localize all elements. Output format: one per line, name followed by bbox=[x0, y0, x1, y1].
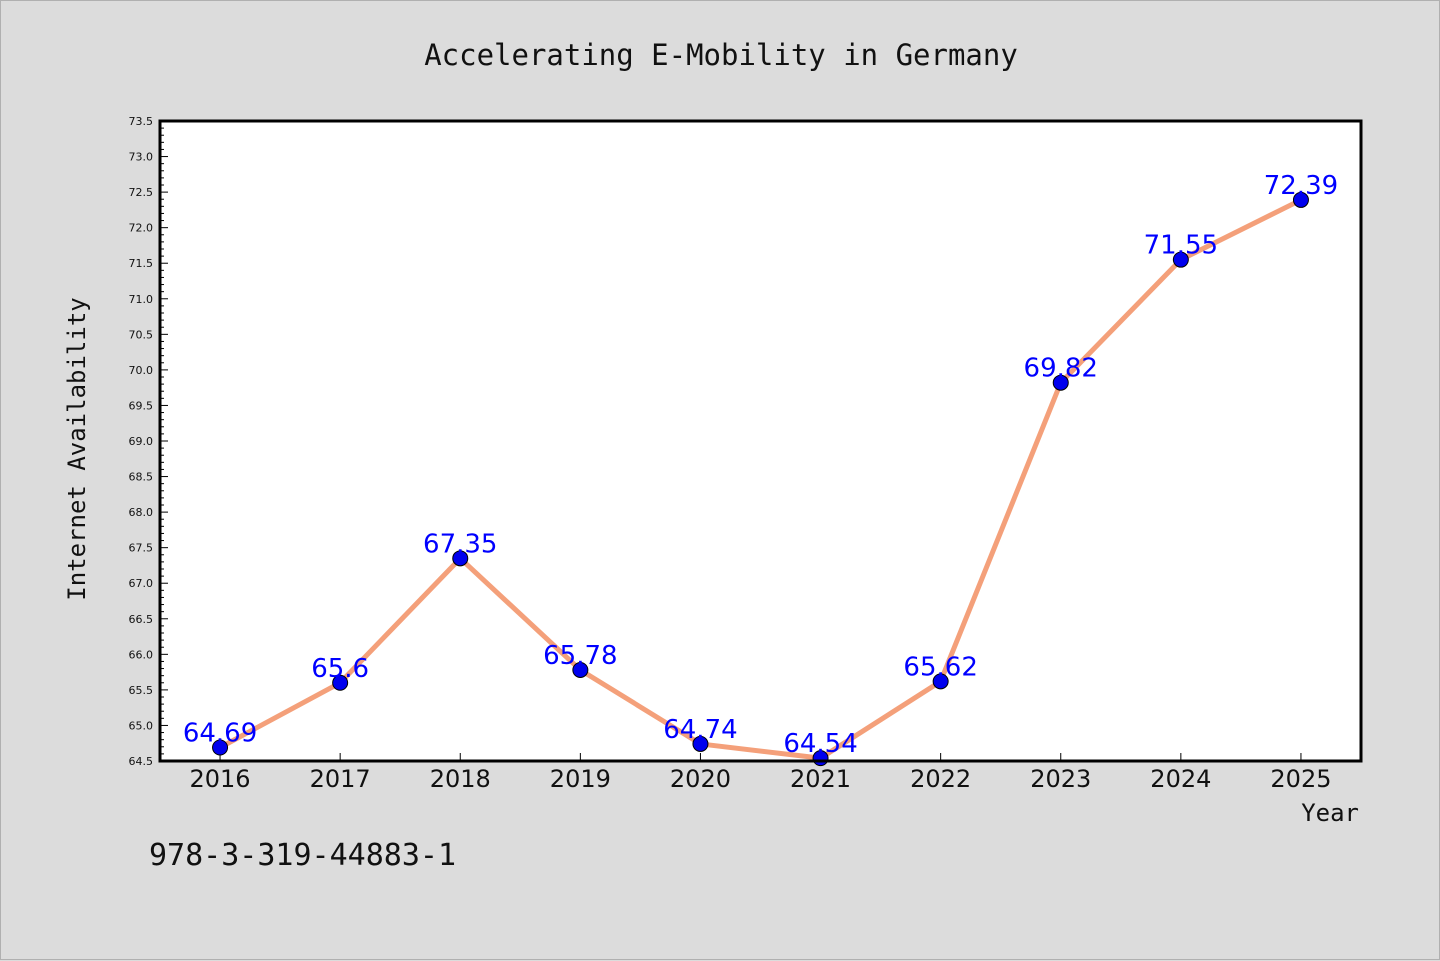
chart-title: Accelerating E-Mobility in Germany bbox=[424, 38, 1018, 72]
y-tick-label: 67.0 bbox=[129, 577, 154, 590]
plot-frame bbox=[158, 119, 1363, 763]
data-point-2019 bbox=[572, 661, 589, 678]
x-tick-label: 2021 bbox=[790, 765, 851, 793]
y-tick-label: 68.5 bbox=[129, 471, 154, 484]
y-tick-label: 73.5 bbox=[129, 115, 154, 128]
data-point-2016 bbox=[212, 739, 229, 756]
y-tick-label: 66.0 bbox=[129, 648, 154, 661]
y-tick-label: 71.0 bbox=[129, 293, 154, 306]
y-tick-label: 64.5 bbox=[129, 755, 154, 768]
x-tick-label: 2024 bbox=[1150, 765, 1211, 793]
data-point-2018 bbox=[452, 550, 469, 567]
data-point-2023 bbox=[1052, 374, 1069, 391]
x-tick-label: 2019 bbox=[550, 765, 611, 793]
x-axis-title: Year bbox=[1301, 799, 1359, 827]
x-tick-label: 2023 bbox=[1030, 765, 1091, 793]
y-tick-label: 69.5 bbox=[129, 399, 154, 412]
data-point-2017 bbox=[332, 674, 349, 691]
data-labels: 64.69 65.6 67.35 65.78 64.74 64.54 65.62 69.82 7… bbox=[183, 171, 1338, 759]
x-tick-label: 2017 bbox=[310, 765, 371, 793]
data-point-2024 bbox=[1172, 251, 1189, 268]
data-label-2023: 69.82 bbox=[1024, 354, 1098, 384]
data-point-2020 bbox=[692, 735, 709, 752]
y-tick-label: 67.5 bbox=[129, 542, 154, 555]
data-point-2025 bbox=[1292, 191, 1309, 208]
y-tick-label: 70.5 bbox=[129, 328, 154, 341]
isbn-footer: 978-3-319-44883-1 bbox=[149, 838, 456, 873]
x-tick-label: 2018 bbox=[430, 765, 491, 793]
series-line bbox=[217, 197, 1304, 761]
y-tick-label: 72.5 bbox=[129, 186, 154, 199]
series-line-group bbox=[212, 191, 1309, 767]
y-tick-label: 71.5 bbox=[129, 257, 154, 270]
data-label-2020: 64.74 bbox=[663, 715, 737, 745]
data-label-2019: 65.78 bbox=[543, 641, 617, 671]
y-tick-label: 68.0 bbox=[129, 506, 154, 519]
data-label-2018: 67.35 bbox=[423, 529, 497, 559]
data-label-2021: 64.54 bbox=[783, 729, 857, 759]
y-tick-label: 66.5 bbox=[129, 613, 154, 626]
y-tick-label: 72.0 bbox=[129, 222, 154, 235]
data-label-2024: 71.55 bbox=[1144, 231, 1218, 261]
data-point-2022 bbox=[932, 673, 949, 690]
y-tick-label: 65.5 bbox=[129, 684, 154, 697]
data-label-2022: 65.62 bbox=[903, 652, 977, 682]
data-label-2016: 64.69 bbox=[183, 718, 257, 748]
plot-area bbox=[160, 121, 1361, 761]
data-label-2017: 65.6 bbox=[311, 654, 369, 684]
y-axis-title: Internet Availability bbox=[63, 297, 91, 600]
data-label-2025: 72.39 bbox=[1264, 171, 1338, 201]
y-tick-label: 69.0 bbox=[129, 435, 154, 448]
y-axis: 64.5 65.0 65.5 66.0 66.5 67.0 67.5 68.0 68.5 69.0… bbox=[129, 115, 168, 768]
x-tick-label: 2025 bbox=[1270, 765, 1331, 793]
y-tick-label: 73.0 bbox=[129, 151, 154, 164]
x-tick-label: 2020 bbox=[670, 765, 731, 793]
y-tick-label: 70.0 bbox=[129, 364, 154, 377]
y-tick-label: 65.0 bbox=[129, 719, 154, 732]
x-tick-label: 2022 bbox=[910, 765, 971, 793]
x-tick-label: 2016 bbox=[190, 765, 251, 793]
